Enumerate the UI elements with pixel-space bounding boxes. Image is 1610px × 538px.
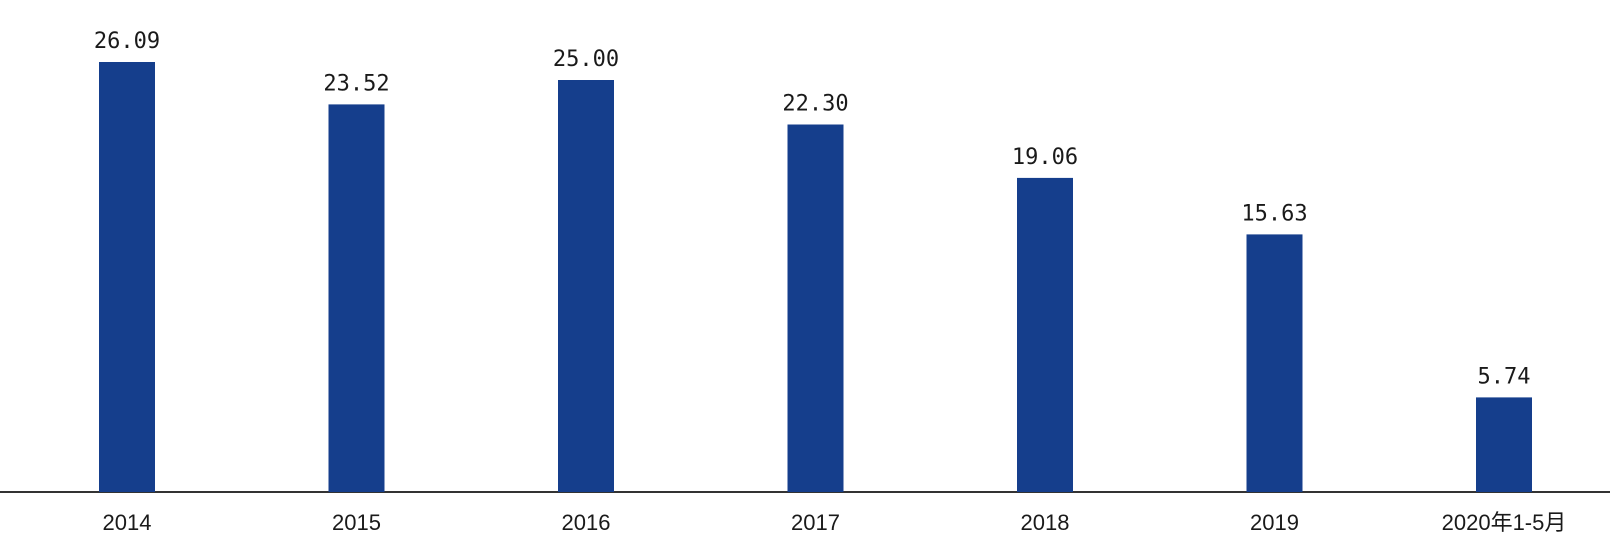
- bar-2015: [328, 104, 385, 493]
- x-tick-label-2016: 2016: [562, 510, 611, 535]
- bar-2016: [558, 80, 614, 492]
- x-tick-label-2015: 2015: [332, 510, 381, 535]
- value-label-2020年1-5月: 5.74: [1478, 364, 1531, 389]
- value-label-2017: 22.30: [782, 92, 848, 117]
- value-label-2015: 23.52: [323, 71, 389, 96]
- x-tick-label-2017: 2017: [791, 510, 840, 535]
- bar-2017: [787, 124, 844, 492]
- value-labels-group: 26.09 23.52 25.00 22.30 19.06 15.63 5.74: [94, 29, 1531, 389]
- x-tick-labels-group: 2014 2015 2016 2017 2018 2019 2020年1-5月: [103, 510, 1567, 535]
- value-label-2019: 15.63: [1241, 201, 1307, 226]
- value-label-2016: 25.00: [553, 47, 619, 72]
- bar-2019: [1246, 234, 1303, 492]
- x-tick-label-2018: 2018: [1021, 510, 1070, 535]
- bar-2014: [99, 62, 155, 492]
- bar-2020年1-5月: [1476, 397, 1532, 492]
- bars-group: [99, 62, 1532, 493]
- value-label-2014: 26.09: [94, 29, 160, 54]
- x-tick-label-2014: 2014: [103, 510, 152, 535]
- x-tick-label-2019: 2019: [1250, 510, 1299, 535]
- value-label-2018: 19.06: [1012, 145, 1078, 170]
- x-tick-label-2020年1-5月: 2020年1-5月: [1442, 510, 1567, 535]
- bar-2018: [1017, 177, 1073, 492]
